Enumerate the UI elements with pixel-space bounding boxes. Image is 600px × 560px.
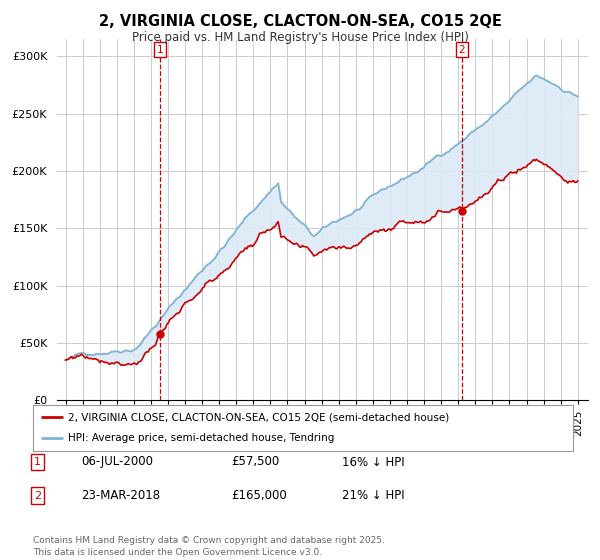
Text: £165,000: £165,000 — [231, 489, 287, 502]
Text: 23-MAR-2018: 23-MAR-2018 — [81, 489, 160, 502]
Text: 16% ↓ HPI: 16% ↓ HPI — [342, 455, 404, 469]
Text: 2: 2 — [34, 491, 41, 501]
Text: 21% ↓ HPI: 21% ↓ HPI — [342, 489, 404, 502]
Text: Contains HM Land Registry data © Crown copyright and database right 2025.
This d: Contains HM Land Registry data © Crown c… — [33, 536, 385, 557]
Text: 1: 1 — [34, 457, 41, 467]
Text: Price paid vs. HM Land Registry's House Price Index (HPI): Price paid vs. HM Land Registry's House … — [131, 31, 469, 44]
Text: 2, VIRGINIA CLOSE, CLACTON-ON-SEA, CO15 2QE (semi-detached house): 2, VIRGINIA CLOSE, CLACTON-ON-SEA, CO15 … — [68, 412, 449, 422]
Text: 2, VIRGINIA CLOSE, CLACTON-ON-SEA, CO15 2QE: 2, VIRGINIA CLOSE, CLACTON-ON-SEA, CO15 … — [98, 14, 502, 29]
Text: 1: 1 — [157, 45, 163, 55]
Text: £57,500: £57,500 — [231, 455, 279, 469]
Text: HPI: Average price, semi-detached house, Tendring: HPI: Average price, semi-detached house,… — [68, 433, 334, 444]
Text: 2: 2 — [458, 45, 466, 55]
Text: 06-JUL-2000: 06-JUL-2000 — [81, 455, 153, 469]
